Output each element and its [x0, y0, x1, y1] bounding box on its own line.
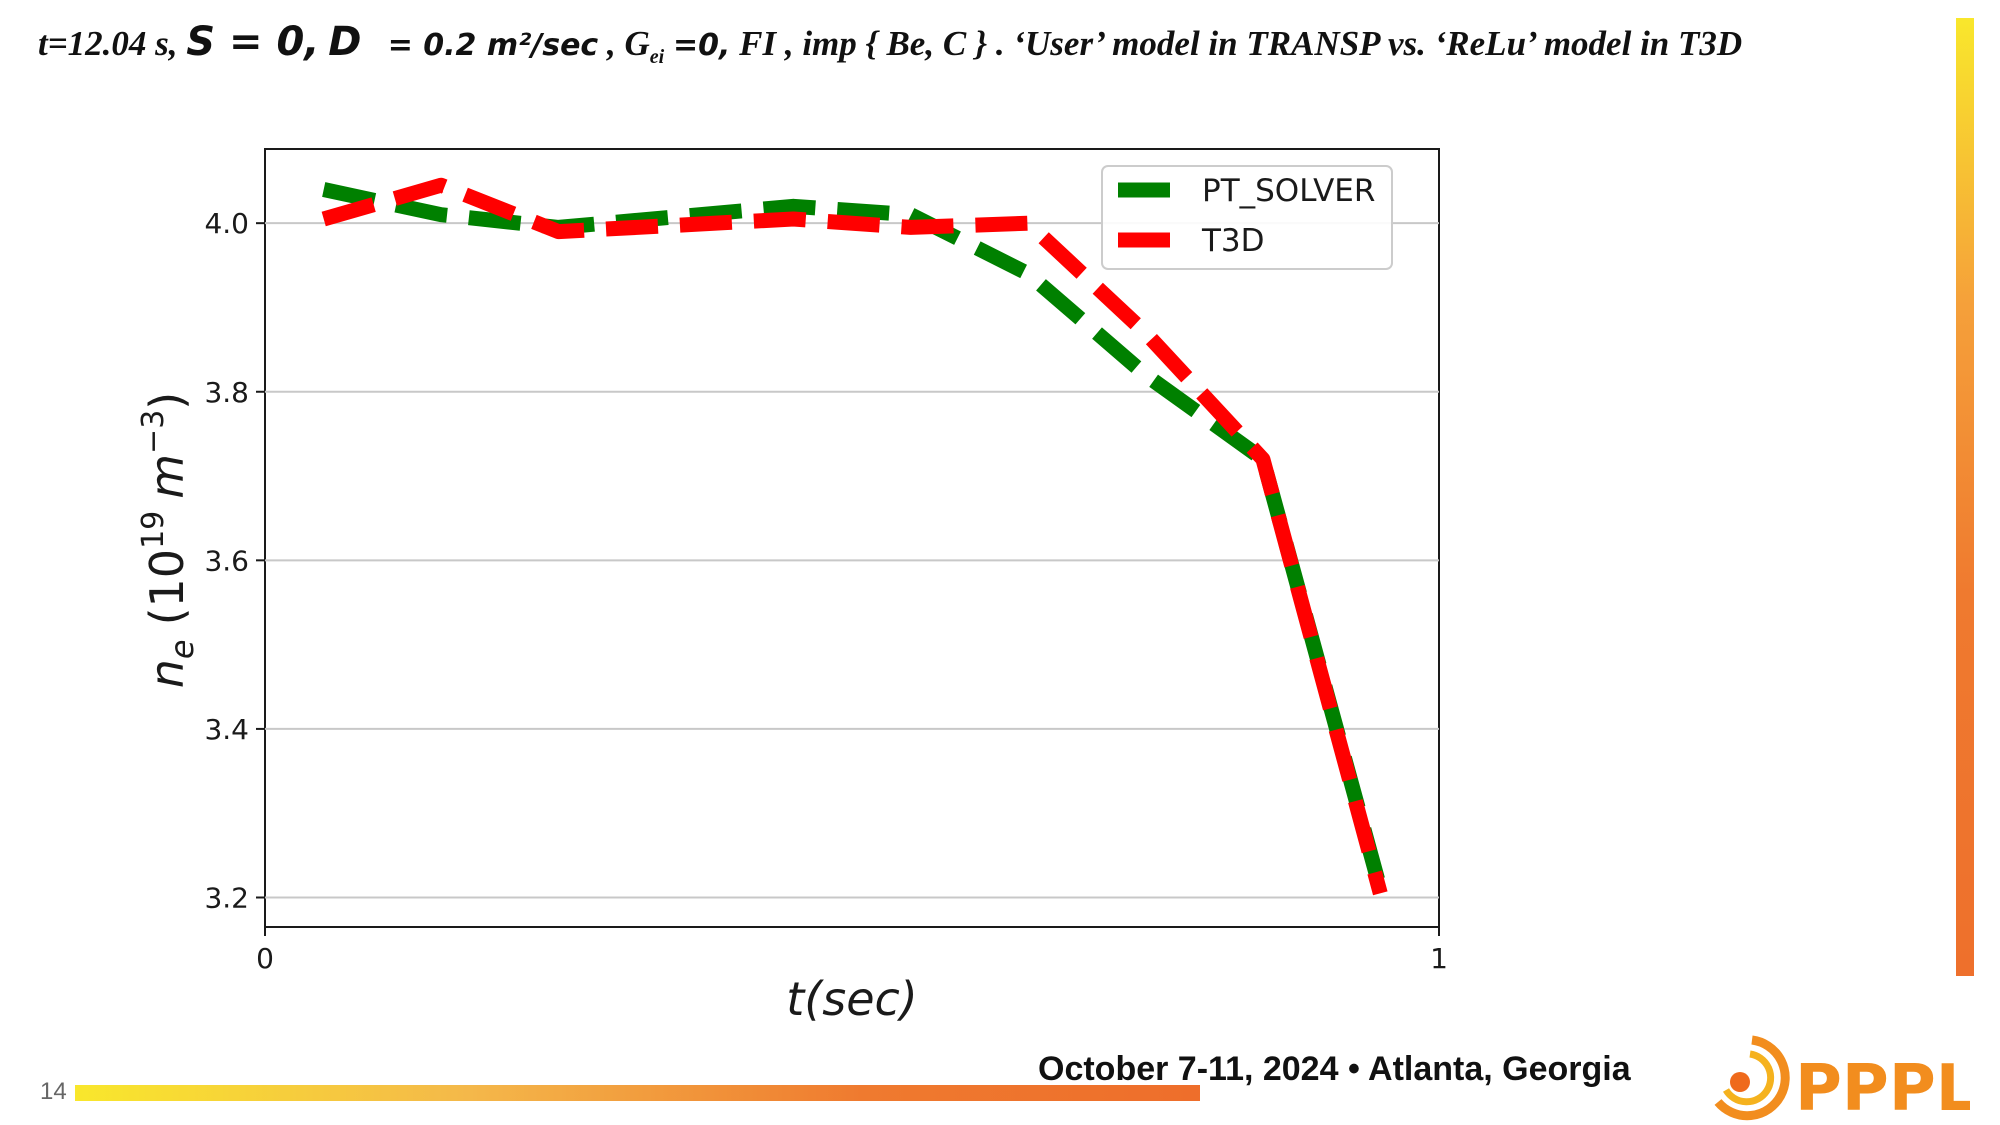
legend: PT_SOLVER T3D	[1101, 165, 1393, 270]
bottom-accent-bar	[75, 1085, 1200, 1101]
title-g-value: =0,	[672, 28, 731, 63]
title-g-symbol: , G	[606, 24, 650, 63]
title-g-subscript: ei	[649, 46, 665, 68]
y-axis-title-n: n	[140, 659, 194, 688]
title-d-symbol: D	[328, 19, 362, 65]
y-axis-title: ne (1019 m−3)	[136, 392, 201, 689]
title-s-term: S = 0,	[186, 19, 320, 65]
right-accent-bar	[1956, 18, 1974, 976]
x-tick-label: 1	[1430, 942, 1448, 975]
x-axis-title: t(sec)	[786, 972, 918, 1026]
logo-swirl-outer	[1714, 1035, 1790, 1121]
series-line-pt-solver	[322, 182, 1388, 892]
title-d-value: = 0.2 m²/sec	[387, 28, 599, 63]
title-rest: FI , imp { Be, C } . ‘User’ model in TRA…	[730, 24, 1743, 63]
conference-footer: October 7-11, 2024 • Atlanta, Georgia	[1038, 1050, 1631, 1088]
logo-core	[1730, 1072, 1750, 1092]
y-axis-title-exp: 19	[136, 511, 171, 549]
logo-text: PPPL	[1795, 1052, 1970, 1122]
y-axis-title-close: )	[140, 392, 194, 410]
legend-label-pt-solver: PT_SOLVER	[1202, 173, 1375, 209]
logo-swirl-inner	[1722, 1050, 1775, 1106]
series-line-t3d	[321, 177, 1388, 896]
y-tick-label: 3.6	[204, 544, 249, 577]
y-tick-label: 4.0	[204, 207, 249, 240]
y-tick-label: 3.8	[204, 376, 249, 409]
y-axis-title-mexp: −3	[136, 410, 171, 454]
legend-box	[1101, 165, 1393, 270]
title-time: t=12.04 s,	[38, 24, 178, 63]
slide-number: 14	[40, 1078, 67, 1105]
y-tick-label: 3.2	[204, 881, 249, 914]
plot-area	[264, 148, 1440, 928]
legend-label-t3d: T3D	[1201, 223, 1265, 259]
y-axis-title-unit: (10	[140, 549, 194, 625]
y-tick-label: 3.4	[204, 713, 249, 746]
y-axis-title-sub: e	[163, 639, 201, 659]
pppl-logo: PPPL	[1714, 1035, 1970, 1122]
slide-title: t=12.04 s, S = 0, D = 0.2 m²/sec , Gei =…	[38, 12, 1938, 72]
x-tick-label: 0	[256, 942, 274, 975]
y-axis-title-m: m	[140, 454, 194, 499]
